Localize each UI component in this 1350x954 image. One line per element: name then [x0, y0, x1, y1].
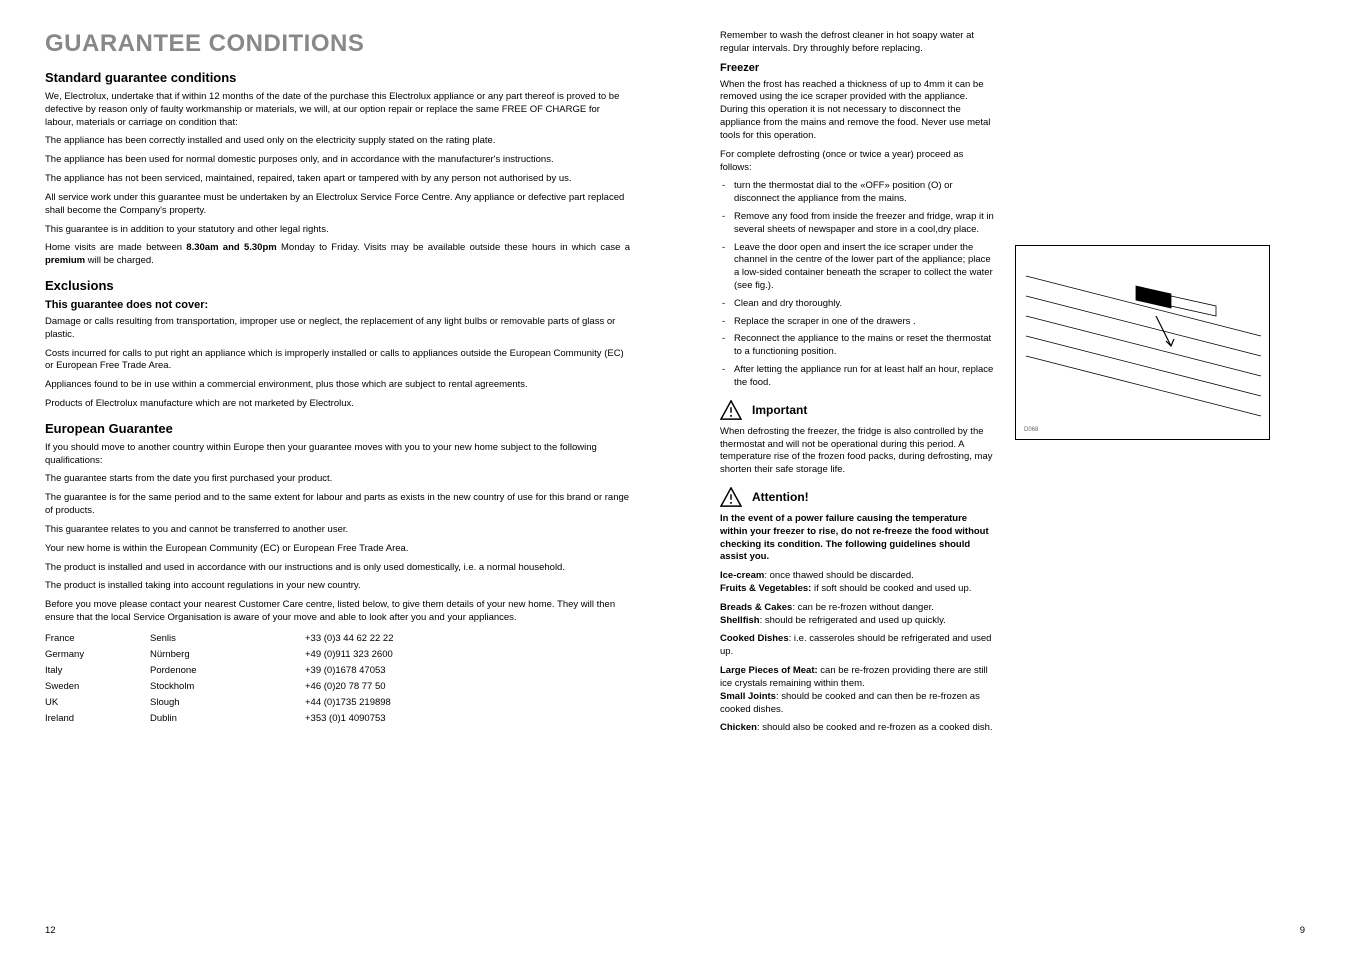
- phone-number: +49 (0)911 323 2600: [305, 647, 630, 663]
- body-text: Breads & Cakes: can be re-frozen without…: [720, 602, 995, 628]
- city-name: Pordenone: [150, 663, 305, 679]
- body-text: The product is installed taking into acc…: [45, 580, 630, 593]
- section-heading-european: European Guarantee: [45, 421, 630, 436]
- section-heading-exclusions: Exclusions: [45, 278, 630, 293]
- city-name: Stockholm: [150, 679, 305, 695]
- body-text: Your new home is within the European Com…: [45, 543, 630, 556]
- city-name: Slough: [150, 695, 305, 711]
- body-text: When defrosting the freezer, the fridge …: [720, 426, 995, 477]
- table-row: France Senlis +33 (0)3 44 62 22 22: [45, 631, 630, 647]
- phone-number: +46 (0)20 78 77 50: [305, 679, 630, 695]
- warning-icon: [720, 487, 742, 507]
- table-row: Ireland Dublin +353 (0)1 4090753: [45, 711, 630, 727]
- country-name: Sweden: [45, 679, 150, 695]
- phone-number: +353 (0)1 4090753: [305, 711, 630, 727]
- list-item: Reconnect the appliance to the mains or …: [720, 333, 995, 359]
- country-name: France: [45, 631, 150, 647]
- phone-number: +39 (0)1678 47053: [305, 663, 630, 679]
- body-text: Products of Electrolux manufacture which…: [45, 398, 630, 411]
- city-name: Nürnberg: [150, 647, 305, 663]
- freezer-heading: Freezer: [720, 62, 995, 74]
- table-row: Sweden Stockholm +46 (0)20 78 77 50: [45, 679, 630, 695]
- freezer-illustration: [1016, 246, 1271, 441]
- phone-number: +44 (0)1735 219898: [305, 695, 630, 711]
- body-text: When the frost has reached a thickness o…: [720, 79, 995, 143]
- body-text: The appliance has been used for normal d…: [45, 154, 630, 167]
- body-text: The product is installed and used in acc…: [45, 562, 630, 575]
- table-row: Italy Pordenone +39 (0)1678 47053: [45, 663, 630, 679]
- instruction-list: turn the thermostat dial to the «OFF» po…: [720, 180, 995, 389]
- important-title: Important: [752, 403, 807, 417]
- table-row: Germany Nürnberg +49 (0)911 323 2600: [45, 647, 630, 663]
- body-text: The appliance has been correctly install…: [45, 135, 630, 148]
- country-name: Ireland: [45, 711, 150, 727]
- body-text: The appliance has not been serviced, mai…: [45, 173, 630, 186]
- body-text: Remember to wash the defrost cleaner in …: [720, 30, 995, 56]
- country-name: Italy: [45, 663, 150, 679]
- body-text: Ice-cream: once thawed should be discard…: [720, 570, 995, 596]
- diagram-label: D068: [1024, 427, 1038, 433]
- body-text: Appliances found to be in use within a c…: [45, 379, 630, 392]
- table-row: UK Slough +44 (0)1735 219898: [45, 695, 630, 711]
- sub-heading: This guarantee does not cover:: [45, 299, 630, 311]
- country-table: France Senlis +33 (0)3 44 62 22 22 Germa…: [45, 631, 630, 728]
- body-text: We, Electrolux, undertake that if within…: [45, 91, 630, 129]
- body-text: Chicken: should also be cooked and re-fr…: [720, 722, 995, 735]
- list-item: turn the thermostat dial to the «OFF» po…: [720, 180, 995, 206]
- list-item: Replace the scraper in one of the drawer…: [720, 316, 995, 329]
- freezer-diagram: D068: [1015, 245, 1270, 440]
- body-text: All service work under this guarantee mu…: [45, 192, 630, 218]
- body-text: If you should move to another country wi…: [45, 442, 630, 468]
- important-header: Important: [720, 400, 995, 420]
- page-number: 12: [45, 925, 56, 936]
- left-page: GUARANTEE CONDITIONS Standard guarantee …: [0, 0, 675, 954]
- body-text: Cooked Dishes: i.e. casseroles should be…: [720, 633, 995, 659]
- body-text: Before you move please contact your near…: [45, 599, 630, 625]
- body-text: The guarantee is for the same period and…: [45, 492, 630, 518]
- list-item: Remove any food from inside the freezer …: [720, 211, 995, 237]
- body-text: This guarantee is in addition to your st…: [45, 224, 630, 237]
- body-text: This guarantee relates to you and cannot…: [45, 524, 630, 537]
- warning-icon: [720, 400, 742, 420]
- country-name: UK: [45, 695, 150, 711]
- body-text: Costs incurred for calls to put right an…: [45, 348, 630, 374]
- right-column-text: Remember to wash the defrost cleaner in …: [720, 30, 995, 741]
- city-name: Senlis: [150, 631, 305, 647]
- page-title: GUARANTEE CONDITIONS: [45, 30, 630, 58]
- right-column-diagram: D068: [1015, 30, 1305, 741]
- body-text: Damage or calls resulting from transport…: [45, 316, 630, 342]
- attention-title: Attention!: [752, 490, 809, 504]
- body-text: Large Pieces of Meat: can be re-frozen p…: [720, 665, 995, 716]
- list-item: After letting the appliance run for at l…: [720, 364, 995, 390]
- body-text: Home visits are made between 8.30am and …: [45, 242, 630, 268]
- country-name: Germany: [45, 647, 150, 663]
- phone-number: +33 (0)3 44 62 22 22: [305, 631, 630, 647]
- list-item: Clean and dry thoroughly.: [720, 298, 995, 311]
- body-text: For complete defrosting (once or twice a…: [720, 149, 995, 175]
- body-text: The guarantee starts from the date you f…: [45, 473, 630, 486]
- attention-header: Attention!: [720, 487, 995, 507]
- right-page: Remember to wash the defrost cleaner in …: [675, 0, 1350, 954]
- page-number: 9: [1300, 925, 1305, 936]
- list-item: Leave the door open and insert the ice s…: [720, 242, 995, 293]
- city-name: Dublin: [150, 711, 305, 727]
- attention-intro: In the event of a power failure causing …: [720, 513, 995, 564]
- section-heading-standard: Standard guarantee conditions: [45, 70, 630, 85]
